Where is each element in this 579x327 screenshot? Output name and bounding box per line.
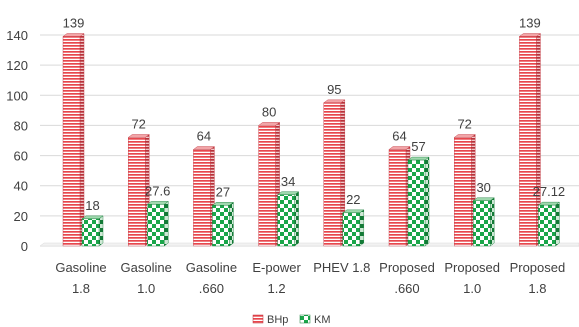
data-label: 64 [197, 129, 211, 144]
y-tick-label: 120 [6, 58, 28, 73]
data-label: 27 [216, 184, 230, 199]
gridlines [39, 34, 579, 247]
x-tick-label: Proposed [510, 260, 566, 275]
legend-swatch [299, 314, 311, 324]
y-tick-label: 40 [14, 179, 28, 194]
bar-bhp [192, 146, 215, 247]
data-label: 80 [262, 104, 276, 119]
bar-km [277, 191, 300, 247]
legend-item-bhp: BHp [252, 314, 288, 326]
y-tick-label: 20 [14, 209, 28, 224]
data-label: 22 [346, 192, 360, 207]
bar-km [472, 197, 495, 247]
bar-bhp [453, 134, 476, 247]
legend: BHp KM [252, 314, 331, 326]
x-tick-label: 1.8 [72, 281, 90, 296]
data-label: 64 [392, 129, 406, 144]
x-tick-label: .660 [199, 281, 224, 296]
x-tick-label: 1.0 [137, 281, 155, 296]
x-tick-label: .660 [394, 281, 419, 296]
y-axis: 0 20 40 60 80 100 120 140 [6, 28, 28, 254]
bar-bhp [388, 146, 411, 247]
x-axis: Gasoline 1.8 Gasoline 1.0 Gasoline .660 E-powe… [55, 260, 565, 296]
bar-km [342, 209, 365, 247]
bar-bhp [258, 122, 281, 247]
legend-swatch [252, 314, 264, 324]
bar-km [537, 201, 561, 247]
bar-bhp [62, 33, 85, 247]
x-tick-label: E-power [252, 260, 301, 275]
data-label: 34 [281, 174, 295, 189]
y-tick-label: 140 [6, 28, 28, 43]
y-tick-label: 100 [6, 88, 28, 103]
y-tick-label: 80 [14, 118, 28, 133]
data-label: 18 [85, 198, 99, 213]
x-tick-label: PHEV 1.8 [313, 260, 370, 275]
x-tick-label: Proposed [379, 260, 435, 275]
bar-bhp [518, 33, 542, 247]
x-tick-label: Proposed [444, 260, 500, 275]
data-label: 72 [131, 116, 145, 131]
x-tick-label: Gasoline [121, 260, 172, 275]
y-tick-label: 60 [14, 149, 28, 164]
bar-km [211, 201, 234, 247]
data-label: 72 [457, 116, 471, 131]
x-tick-label: 1.8 [528, 281, 546, 296]
data-label: 95 [327, 82, 341, 97]
x-tick-label: Gasoline [55, 260, 106, 275]
data-label: 57 [411, 139, 425, 154]
data-label: 27.6 [145, 183, 170, 198]
bar-km [407, 156, 430, 247]
legend-label: BHp [267, 314, 288, 326]
data-label: 139 [519, 16, 541, 31]
data-labels: 139 18 72 27.6 64 27 80 34 95 22 64 57 72 30 139 27.12 [63, 16, 566, 213]
data-label: 30 [476, 180, 490, 195]
data-label: 139 [63, 16, 85, 31]
x-tick-label: Gasoline [186, 260, 237, 275]
legend-label: KM [314, 314, 331, 326]
y-tick-label: 0 [21, 239, 28, 254]
x-tick-label: 1.0 [463, 281, 481, 296]
chart-floor [39, 242, 579, 247]
bar-km [146, 201, 169, 247]
bar-km [81, 215, 104, 247]
x-tick-label: 1.2 [268, 281, 286, 296]
data-label: 27.12 [533, 184, 566, 199]
bar-bhp [323, 99, 346, 247]
bars [62, 33, 561, 247]
legend-item-km: KM [299, 314, 331, 326]
